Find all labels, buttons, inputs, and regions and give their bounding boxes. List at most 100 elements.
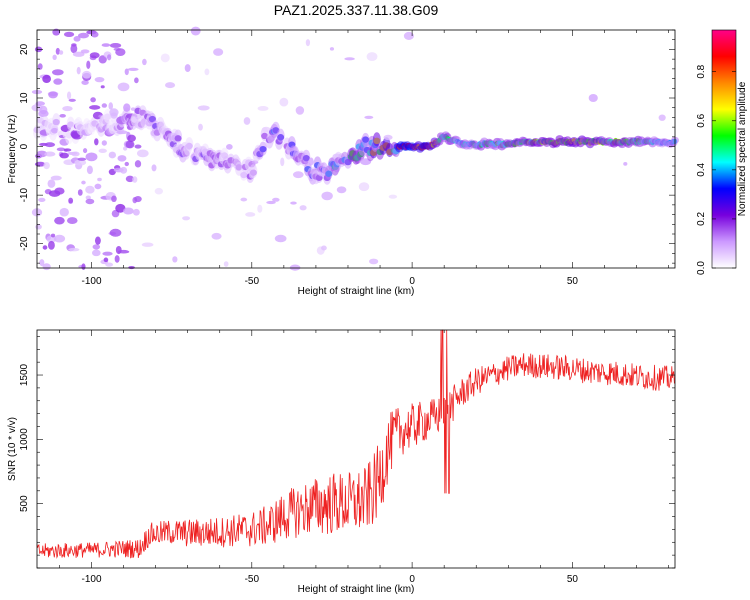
- spectrogram-cell: [127, 134, 136, 142]
- spectrogram-cell: [91, 249, 101, 257]
- spectrogram-cell: [98, 55, 107, 64]
- snr-background: [37, 330, 675, 568]
- spectrogram-cell: [308, 157, 314, 166]
- spectrogram-x-ticks: -100 -50 0 50: [59, 30, 669, 287]
- spectrogram-cell: [102, 251, 113, 256]
- spectrogram-axes: [36, 29, 676, 269]
- spectrogram-cell: [141, 242, 154, 247]
- x-tick-label: 0: [409, 276, 415, 287]
- y-tick-label: 10: [19, 92, 30, 104]
- spectrogram-cell: [89, 52, 100, 59]
- snr-x-label: Height of straight line (km): [298, 584, 415, 595]
- spectrogram-cell: [109, 228, 122, 237]
- spectrogram-cell: [90, 31, 99, 38]
- spectrogram-cell: [115, 48, 126, 57]
- spectrogram-cell: [119, 166, 128, 174]
- spectrogram-cell: [107, 54, 112, 61]
- spectrogram-cell: [182, 216, 191, 221]
- spectrogram-cell: [92, 244, 101, 250]
- spectrogram-cell: [72, 51, 85, 57]
- spectrogram-cell: [211, 232, 222, 240]
- snr-panel: -100 -50 0 50 500 1000 1500 Height of straigh…: [7, 329, 676, 595]
- spectrogram-cell: [101, 43, 111, 47]
- spectrogram-cell: [85, 152, 98, 162]
- spectrogram-cell: [44, 151, 56, 157]
- spectrogram-cell: [39, 259, 45, 267]
- spectrogram-cell: [185, 137, 194, 152]
- spectrogram-cell: [89, 105, 101, 110]
- spectrogram-cell: [59, 113, 66, 118]
- spectrogram-cell: [128, 265, 135, 270]
- spectrogram-cell: [71, 151, 80, 157]
- spectrogram-cell: [259, 141, 268, 156]
- spectrogram-cell: [97, 177, 102, 182]
- spectrogram-cell: [132, 176, 138, 183]
- spectrogram-cell: [249, 164, 258, 179]
- spectrogram-cell: [48, 91, 58, 99]
- spectrogram-cell: [94, 77, 105, 83]
- spectrogram-cell: [257, 106, 269, 111]
- spectrogram-cell: [50, 233, 56, 238]
- spectrogram-cell: [50, 127, 59, 134]
- x-tick-label: -50: [245, 276, 260, 287]
- colorbar: 0.0 0.2 0.4 0.6 0.8 Normalized spectral ampl…: [696, 29, 748, 275]
- spectrogram-cell: [358, 182, 370, 192]
- spectrogram-cell: [172, 256, 178, 263]
- spectrogram-cell: [111, 195, 117, 203]
- spectrogram-cell: [588, 93, 598, 103]
- snr-y-label: SNR (10 * v/v): [7, 417, 18, 481]
- spectrogram-cell: [197, 105, 210, 111]
- spectrogram-cell: [127, 67, 139, 71]
- spectrogram-cell: [123, 103, 131, 112]
- spectrogram-cell: [108, 151, 117, 159]
- spectrogram-cell: [321, 245, 327, 251]
- spectrogram-cell: [136, 149, 149, 158]
- spectrogram-cell: [53, 234, 66, 243]
- spectrogram-cell: [198, 123, 203, 131]
- spectrogram-cell: [132, 208, 140, 216]
- spectrogram-cell: [369, 258, 379, 265]
- colorbar-ticks: 0.0 0.2 0.4 0.6 0.8: [696, 64, 736, 275]
- colorbar-tick-label: 0.2: [696, 212, 707, 226]
- spectrogram-cell: [94, 183, 102, 190]
- snr-x-ticks: -100 -50 0 50: [59, 330, 669, 585]
- spectrogram-cell: [160, 53, 170, 63]
- y-tick-label: 20: [19, 43, 30, 55]
- spectrogram-cell: [223, 261, 229, 267]
- spectrogram-cell: [329, 47, 335, 51]
- colorbar-gradient: [711, 29, 737, 269]
- spectrogram-cell: [86, 60, 91, 69]
- spectrogram-cell: [101, 103, 108, 108]
- spectrogram-cell: [38, 197, 46, 203]
- spectrogram-cell: [42, 74, 51, 84]
- spectrogram-cell: [114, 255, 120, 263]
- spectrogram-cell: [58, 50, 64, 55]
- spectrogram-cell: [80, 49, 90, 54]
- spectrogram-cell: [37, 63, 43, 70]
- spectrogram-cell: [105, 262, 114, 267]
- spectrogram-cell: [280, 157, 285, 167]
- spectrogram-cell: [134, 195, 142, 203]
- spectrogram-cell: [85, 198, 95, 205]
- spectrogram-cell: [35, 224, 42, 230]
- spectrogram-cell: [73, 36, 81, 42]
- spectrogram-cell: [70, 44, 78, 54]
- spectrogram-cell: [68, 197, 74, 204]
- spectrogram-cell: [82, 70, 92, 79]
- spectrogram-cell: [117, 155, 127, 162]
- spectrogram-cell: [109, 42, 122, 48]
- spectrogram-cell: [336, 186, 347, 194]
- spectrogram-cell: [68, 247, 80, 252]
- spectrogram-cell: [81, 180, 86, 185]
- spectrogram-cells: [31, 26, 679, 271]
- spectrogram-cell: [43, 161, 50, 170]
- snr-y-ticks: 500 1000 1500: [19, 336, 675, 569]
- spectrogram-cell: [305, 39, 311, 47]
- spectrogram-cell: [81, 80, 89, 85]
- y-tick-label: 0: [19, 143, 30, 149]
- y-tick-label: 500: [19, 495, 30, 512]
- spectrogram-y-label: Frequency (Hz): [7, 115, 18, 184]
- spectrogram-cell: [55, 47, 60, 55]
- spectrogram-cell: [66, 217, 78, 225]
- spectrogram-cell: [42, 263, 51, 271]
